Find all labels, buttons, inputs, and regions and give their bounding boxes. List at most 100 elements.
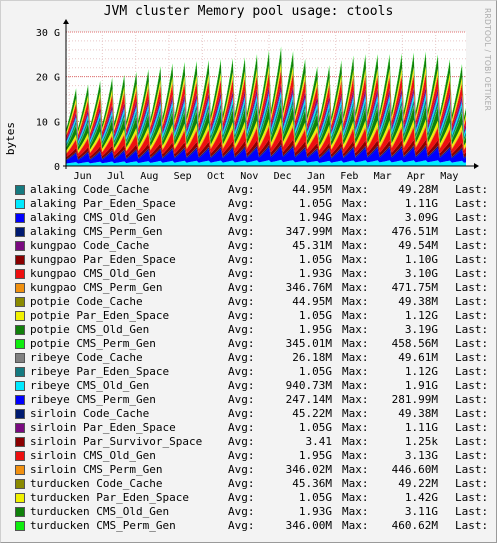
last-label: Last: <box>455 323 489 336</box>
legend-swatch <box>15 255 25 265</box>
avg-value: 1.93G <box>298 505 332 518</box>
max-value: 471.75M <box>391 281 438 294</box>
legend-swatch <box>15 465 25 475</box>
legend-series-name: kungpao CMS_Old_Gen <box>30 267 156 280</box>
max-label: Max: <box>342 197 369 210</box>
legend-swatch <box>15 367 25 377</box>
avg-label: Avg: <box>228 379 255 392</box>
max-value: 1.11G <box>404 421 438 434</box>
last-label: Last: <box>455 393 489 406</box>
avg-label: Avg: <box>228 309 255 322</box>
y-axis-arrow <box>63 19 69 24</box>
legend-swatch <box>15 311 25 321</box>
avg-value: 44.95M <box>292 295 332 308</box>
avg-label: Avg: <box>228 225 255 238</box>
legend-series-name: ribeye CMS_Old_Gen <box>30 379 150 392</box>
data-areas <box>66 46 466 166</box>
legend-row: potpie Par_Eden_Space Avg: 1.05G Max: 1.12G L… <box>14 309 497 323</box>
avg-label: Avg: <box>228 183 255 196</box>
x-tick-label: Dec <box>274 171 292 182</box>
max-label: Max: <box>342 267 369 280</box>
legend-swatch <box>15 493 25 503</box>
legend-swatch <box>15 437 25 447</box>
legend-series-name: alaking Par_Eden_Space <box>30 197 176 210</box>
legend-series-name: potpie Par_Eden_Space <box>30 309 170 322</box>
legend-series-name: alaking CMS_Old_Gen <box>30 211 156 224</box>
max-value: 458.56M <box>391 337 438 350</box>
legend-series-name: sirloin Code_Cache <box>30 407 150 420</box>
max-label: Max: <box>342 477 369 490</box>
legend-swatch <box>15 297 25 307</box>
legend-series-name: alaking CMS_Perm_Gen <box>30 225 163 238</box>
area-alaking-cms-perm-gen <box>66 144 466 161</box>
avg-value: 45.36M <box>292 477 332 490</box>
axes: 0 10 G 20 G 30 G Jun Jul Aug Sep Oct Nov Dec Jan Feb… <box>36 19 479 182</box>
legend-swatch <box>15 423 25 433</box>
avg-value: 1.05G <box>298 365 332 378</box>
area-potpie-par-eden-space <box>66 117 466 154</box>
max-value: 49.54M <box>398 239 438 252</box>
x-tick-label: Oct <box>207 171 225 182</box>
legend-swatch <box>15 451 25 461</box>
max-value: 3.09G <box>404 211 438 224</box>
max-label: Max: <box>342 239 369 252</box>
max-value: 1.12G <box>404 365 438 378</box>
max-value: 1.12G <box>404 309 438 322</box>
avg-label: Avg: <box>228 519 255 532</box>
last-label: Last: <box>455 239 489 252</box>
max-label: Max: <box>342 323 369 336</box>
legend-series-name: turducken CMS_Perm_Gen <box>30 519 176 532</box>
avg-value: 347.99M <box>285 225 332 238</box>
avg-value: 3.41 <box>305 435 333 448</box>
last-label: Last: <box>455 309 489 322</box>
area-kungpao-par-eden-space <box>66 138 466 160</box>
x-tick-label: Sep <box>174 171 192 182</box>
legend-row: ribeye Code_Cache Avg: 26.18M Max: 49.61M Las… <box>14 351 497 365</box>
max-label: Max: <box>342 407 369 420</box>
max-value: 3.11G <box>404 505 438 518</box>
max-value: 446.60M <box>391 463 438 476</box>
max-label: Max: <box>342 491 369 504</box>
avg-label: Avg: <box>228 421 255 434</box>
max-label: Max: <box>342 211 369 224</box>
max-label: Max: <box>342 365 369 378</box>
avg-value: 1.05G <box>298 197 332 210</box>
legend-row: alaking Par_Eden_Space Avg: 1.05G Max: 1.11G… <box>14 197 497 211</box>
legend-series-name: turducken CMS_Old_Gen <box>30 505 170 518</box>
last-label: Last: <box>455 421 489 434</box>
max-label: Max: <box>342 253 369 266</box>
last-label: Last: <box>455 519 489 532</box>
max-value: 1.42G <box>404 491 438 504</box>
max-label: Max: <box>342 309 369 322</box>
legend-series-name: sirloin CMS_Old_Gen <box>30 449 156 462</box>
max-label: Max: <box>342 505 369 518</box>
legend-swatch <box>15 185 25 195</box>
avg-value: 247.14M <box>285 393 332 406</box>
max-value: 3.19G <box>404 323 438 336</box>
max-value: 1.25k <box>404 435 438 448</box>
legend-row: turducken Code_Cache Avg: 45.36M Max: 49.22M… <box>14 477 497 491</box>
last-label: Last: <box>455 477 489 490</box>
legend-swatch <box>15 381 25 391</box>
avg-label: Avg: <box>228 267 255 280</box>
legend-series-name: kungpao Code_Cache <box>30 239 150 252</box>
x-tick-label: Nov <box>240 171 258 182</box>
last-label: Last: <box>455 281 489 294</box>
avg-value: 345.01M <box>285 337 332 350</box>
last-label: Last: <box>455 267 489 280</box>
legend-row: turducken CMS_Old_Gen Avg: 1.93G Max: 3.11G L… <box>14 505 497 519</box>
y-tick-label: 20 G <box>36 73 60 84</box>
area-kungpao-cms-old-gen <box>66 125 466 158</box>
last-label: Last: <box>455 351 489 364</box>
legend-series-name: sirloin Par_Survivor_Space <box>30 435 203 448</box>
legend-series-name: ribeye Code_Cache <box>30 351 143 364</box>
last-label: Last: <box>455 225 489 238</box>
avg-value: 1.05G <box>298 421 332 434</box>
max-value: 476.51M <box>391 225 438 238</box>
legend-row: ribeye CMS_Old_Gen Avg: 940.73M Max: 1.91G La… <box>14 379 497 393</box>
y-tick-label: 10 G <box>36 117 60 128</box>
legend-series-name: kungpao CMS_Perm_Gen <box>30 281 163 294</box>
avg-value: 1.94G <box>298 211 332 224</box>
y-tick-label: 0 <box>54 162 60 173</box>
avg-label: Avg: <box>228 337 255 350</box>
